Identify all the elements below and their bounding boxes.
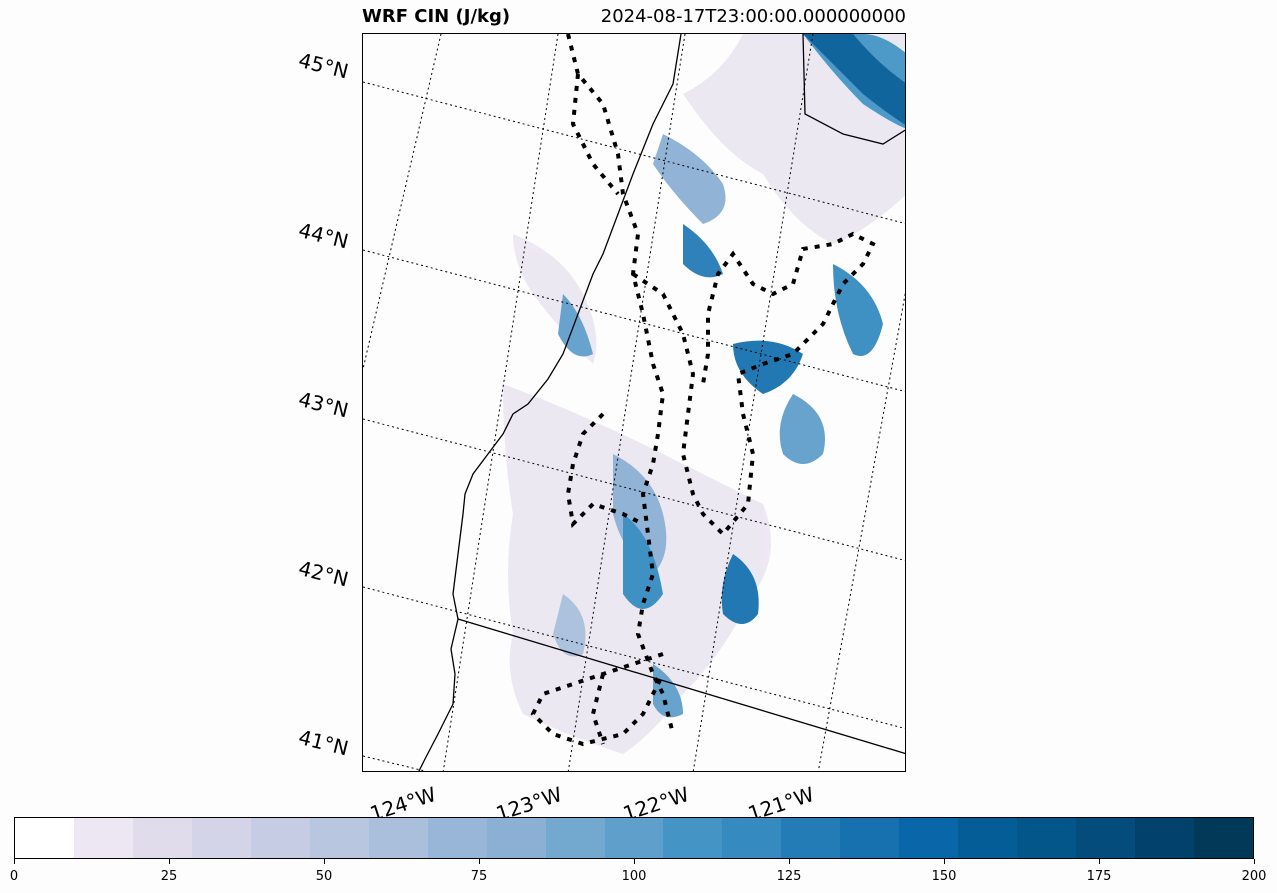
flight-track: [530, 34, 876, 747]
colorbar-tick-label: 125: [776, 869, 802, 884]
colorbar-tickmark: [479, 859, 480, 864]
colorbar-segment: [132, 818, 192, 858]
colorbar-segment: [15, 818, 74, 858]
colorbar-tickmark: [944, 859, 945, 864]
colorbar-segment: [427, 818, 487, 858]
map-canvas: [363, 34, 905, 771]
map-timestamp: 2024-08-17T23:00:00.000000000: [600, 6, 906, 27]
colorbar-tick-label: 25: [160, 869, 178, 884]
coastline: [418, 34, 905, 771]
colorbar-tick-label: 50: [315, 869, 333, 884]
colorbar-segment: [486, 818, 546, 858]
colorbar-segment: [781, 818, 841, 858]
colorbar-segment: [545, 818, 605, 858]
colorbar-tickmark: [789, 859, 790, 864]
map-title: WRF CIN (J/kg): [362, 6, 511, 27]
lat-label-45: 45°N: [296, 48, 351, 84]
colorbar-segment: [191, 818, 251, 858]
colorbar-segment: [958, 818, 1018, 858]
colorbar-segment: [250, 818, 310, 858]
colorbar-tick-label: 200: [1241, 869, 1267, 884]
colorbar-segment: [663, 818, 723, 858]
lat-label-42: 42°N: [296, 556, 351, 592]
colorbar-tickmark: [1254, 859, 1255, 864]
colorbar-tick-label: 175: [1086, 869, 1112, 884]
colorbar-tick-label: 75: [470, 869, 488, 884]
colorbar: [14, 817, 1254, 859]
colorbar-segment: [1017, 818, 1077, 858]
colorbar-segment: [73, 818, 133, 858]
lat-label-41: 41°N: [296, 725, 351, 761]
colorbar-segment: [899, 818, 959, 858]
colorbar-segment: [604, 818, 664, 858]
colorbar-segment: [722, 818, 782, 858]
colorbar-tick-label: 0: [9, 869, 19, 884]
colorbar-segment: [309, 818, 369, 858]
lat-label-44: 44°N: [296, 218, 351, 254]
graticule: [363, 34, 905, 771]
colorbar-tick-label: 100: [621, 869, 647, 884]
colorbar-segment: [1194, 818, 1254, 858]
colorbar-tickmark: [14, 859, 15, 864]
colorbar-tickmark: [324, 859, 325, 864]
colorbar-tickmark: [1099, 859, 1100, 864]
colorbar-tick-label: 150: [931, 869, 957, 884]
cin-field: [503, 34, 905, 754]
colorbar-tickmark: [169, 859, 170, 864]
colorbar-segment: [840, 818, 900, 858]
map-panel[interactable]: [362, 33, 906, 772]
colorbar-segment: [1076, 818, 1136, 858]
colorbar-tickmark: [634, 859, 635, 864]
colorbar-segment: [368, 818, 428, 858]
lat-label-43: 43°N: [296, 387, 351, 423]
colorbar-segment: [1135, 818, 1195, 858]
